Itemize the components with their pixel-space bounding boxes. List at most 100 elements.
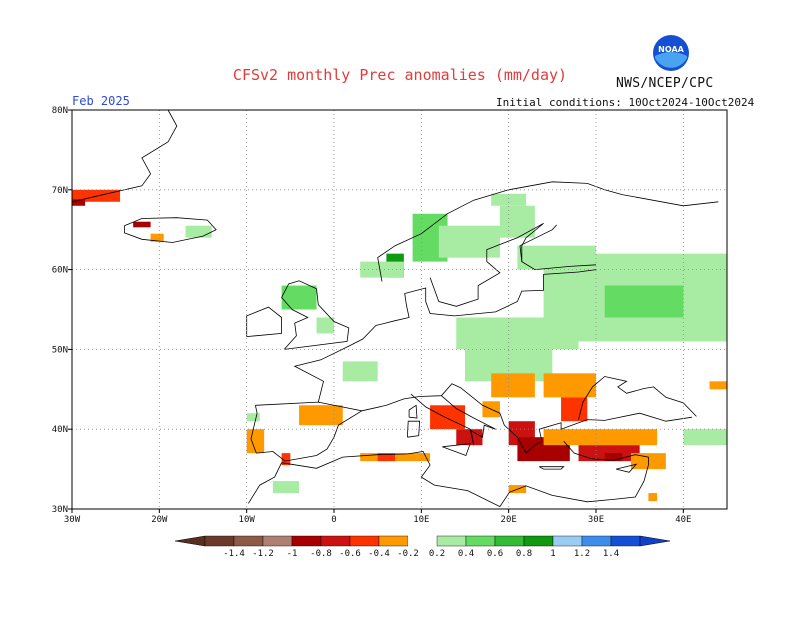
colorbar-swatch	[378, 535, 409, 547]
colorbar-swatch	[349, 535, 380, 547]
anomaly-cell	[456, 429, 483, 446]
colorbar-label: 1	[550, 549, 555, 559]
colorbar-label: 0.2	[429, 549, 445, 559]
forecast-month: Feb 2025	[72, 94, 130, 108]
map-frame	[71, 109, 728, 510]
lat-lon-grid	[72, 110, 727, 509]
lat-tick-label: 30N	[52, 505, 68, 515]
initial-conditions: Initial conditions: 10Oct2024-10Oct2024	[496, 96, 755, 109]
colorbar-swatch	[494, 535, 525, 547]
colorbar-swatch	[204, 535, 235, 547]
colorbar-swatch	[233, 535, 264, 547]
colorbar-swatch	[408, 536, 437, 546]
coastline	[563, 440, 649, 466]
anomaly-cell	[360, 453, 431, 462]
colorbar-low-arrow	[174, 535, 206, 547]
anomaly-cell	[133, 221, 151, 228]
colorbar-label: 0.8	[516, 549, 532, 559]
lon-tick-label: 0	[331, 515, 336, 525]
noaa-logo: NOAA	[652, 34, 690, 72]
colorbar-label: -1	[287, 549, 298, 559]
coastline	[246, 306, 282, 337]
colorbar-label: 1.2	[574, 549, 590, 559]
anomaly-cell	[299, 405, 343, 426]
anomaly-cell	[683, 429, 727, 446]
lon-tick-label: 30E	[588, 515, 604, 525]
colorbar-swatch	[320, 535, 351, 547]
anomaly-cell	[604, 285, 684, 318]
anomaly-cell	[316, 317, 334, 334]
anomaly-cell	[281, 285, 317, 310]
anomaly-cell	[281, 453, 291, 466]
colorbar-label: 0.4	[458, 549, 474, 559]
noaa-logo-text: NOAA	[658, 45, 684, 54]
colorbar-label: 0.6	[487, 549, 503, 559]
coastline	[429, 222, 597, 307]
colorbar-high-arrow	[639, 535, 671, 547]
coastline	[248, 462, 282, 504]
coastline	[293, 269, 597, 403]
coastline	[442, 443, 471, 457]
lat-tick-label: 80N	[52, 106, 68, 116]
lon-tick-label: 20E	[501, 515, 517, 525]
coastline	[539, 466, 565, 470]
lat-tick-label: 40N	[52, 425, 68, 435]
anomaly-cell	[72, 199, 86, 206]
colorbar: -1.4 -1.2 -1 -0.8 -0.6 -0.4 -0.2 0.2 0.4 0.6 0.8 1 1…	[174, 535, 671, 559]
colorbar-label: -1.4	[223, 549, 245, 559]
coastline	[519, 224, 557, 262]
lon-tick-label: 10E	[413, 515, 429, 525]
colorbar-label: -0.6	[339, 549, 361, 559]
anomaly-cell	[272, 481, 300, 494]
anomaly-cell	[543, 373, 596, 398]
anomaly-cell	[72, 189, 121, 202]
colorbar-label: -0.8	[310, 549, 332, 559]
lat-tick-label: 70N	[52, 186, 68, 196]
colorbar-label: -0.4	[368, 549, 390, 559]
colorbar-swatch	[262, 535, 293, 547]
lat-tick-label: 50N	[52, 345, 68, 355]
anomaly-cell	[499, 205, 535, 238]
colorbar-label: -0.2	[397, 549, 419, 559]
lon-tick-label: 40E	[675, 515, 691, 525]
anomaly-cell	[543, 429, 658, 446]
anomaly-cell	[150, 233, 164, 242]
anomaly-cell	[430, 405, 465, 430]
anomaly-cell	[360, 261, 404, 278]
colorbar-label: -1.2	[252, 549, 274, 559]
anomaly-cell	[246, 413, 260, 422]
coastline	[281, 280, 350, 350]
anomaly-cell	[342, 361, 378, 382]
anomaly-cell	[709, 381, 727, 390]
anomaly-cell	[491, 373, 535, 398]
coastline	[361, 383, 693, 454]
anomaly-cell	[491, 193, 527, 206]
lat-tick-label: 60N	[52, 266, 68, 276]
coastline	[71, 109, 178, 203]
coastline	[281, 451, 649, 508]
colorbar-swatch	[552, 535, 583, 547]
anomaly-cell	[246, 429, 265, 454]
anomaly-cell	[377, 453, 396, 462]
anomaly-cell	[185, 225, 212, 238]
coastline	[408, 404, 418, 419]
colorbar-swatch	[610, 535, 641, 547]
colorbar-swatch	[291, 535, 322, 547]
latitude-ticks: 80N 70N 60N 50N 40N 30N	[52, 106, 72, 515]
colorbar-swatch	[581, 535, 612, 547]
anomaly-cell	[561, 397, 588, 422]
coastline	[410, 393, 496, 446]
coastline	[407, 420, 421, 438]
lon-tick-label: 10W	[239, 515, 256, 525]
colorbar-swatch	[465, 535, 496, 547]
coastline	[578, 376, 697, 420]
anomaly-cell	[456, 317, 579, 350]
chart-title: CFSv2 monthly Prec anomalies (mm/day)	[232, 66, 568, 84]
colorbar-swatch	[436, 535, 467, 547]
coastline	[616, 463, 638, 473]
lon-tick-label: 20W	[151, 515, 168, 525]
anomaly-cell	[604, 453, 623, 462]
lon-tick-label: 30W	[64, 515, 81, 525]
anomaly-cell	[473, 233, 500, 246]
